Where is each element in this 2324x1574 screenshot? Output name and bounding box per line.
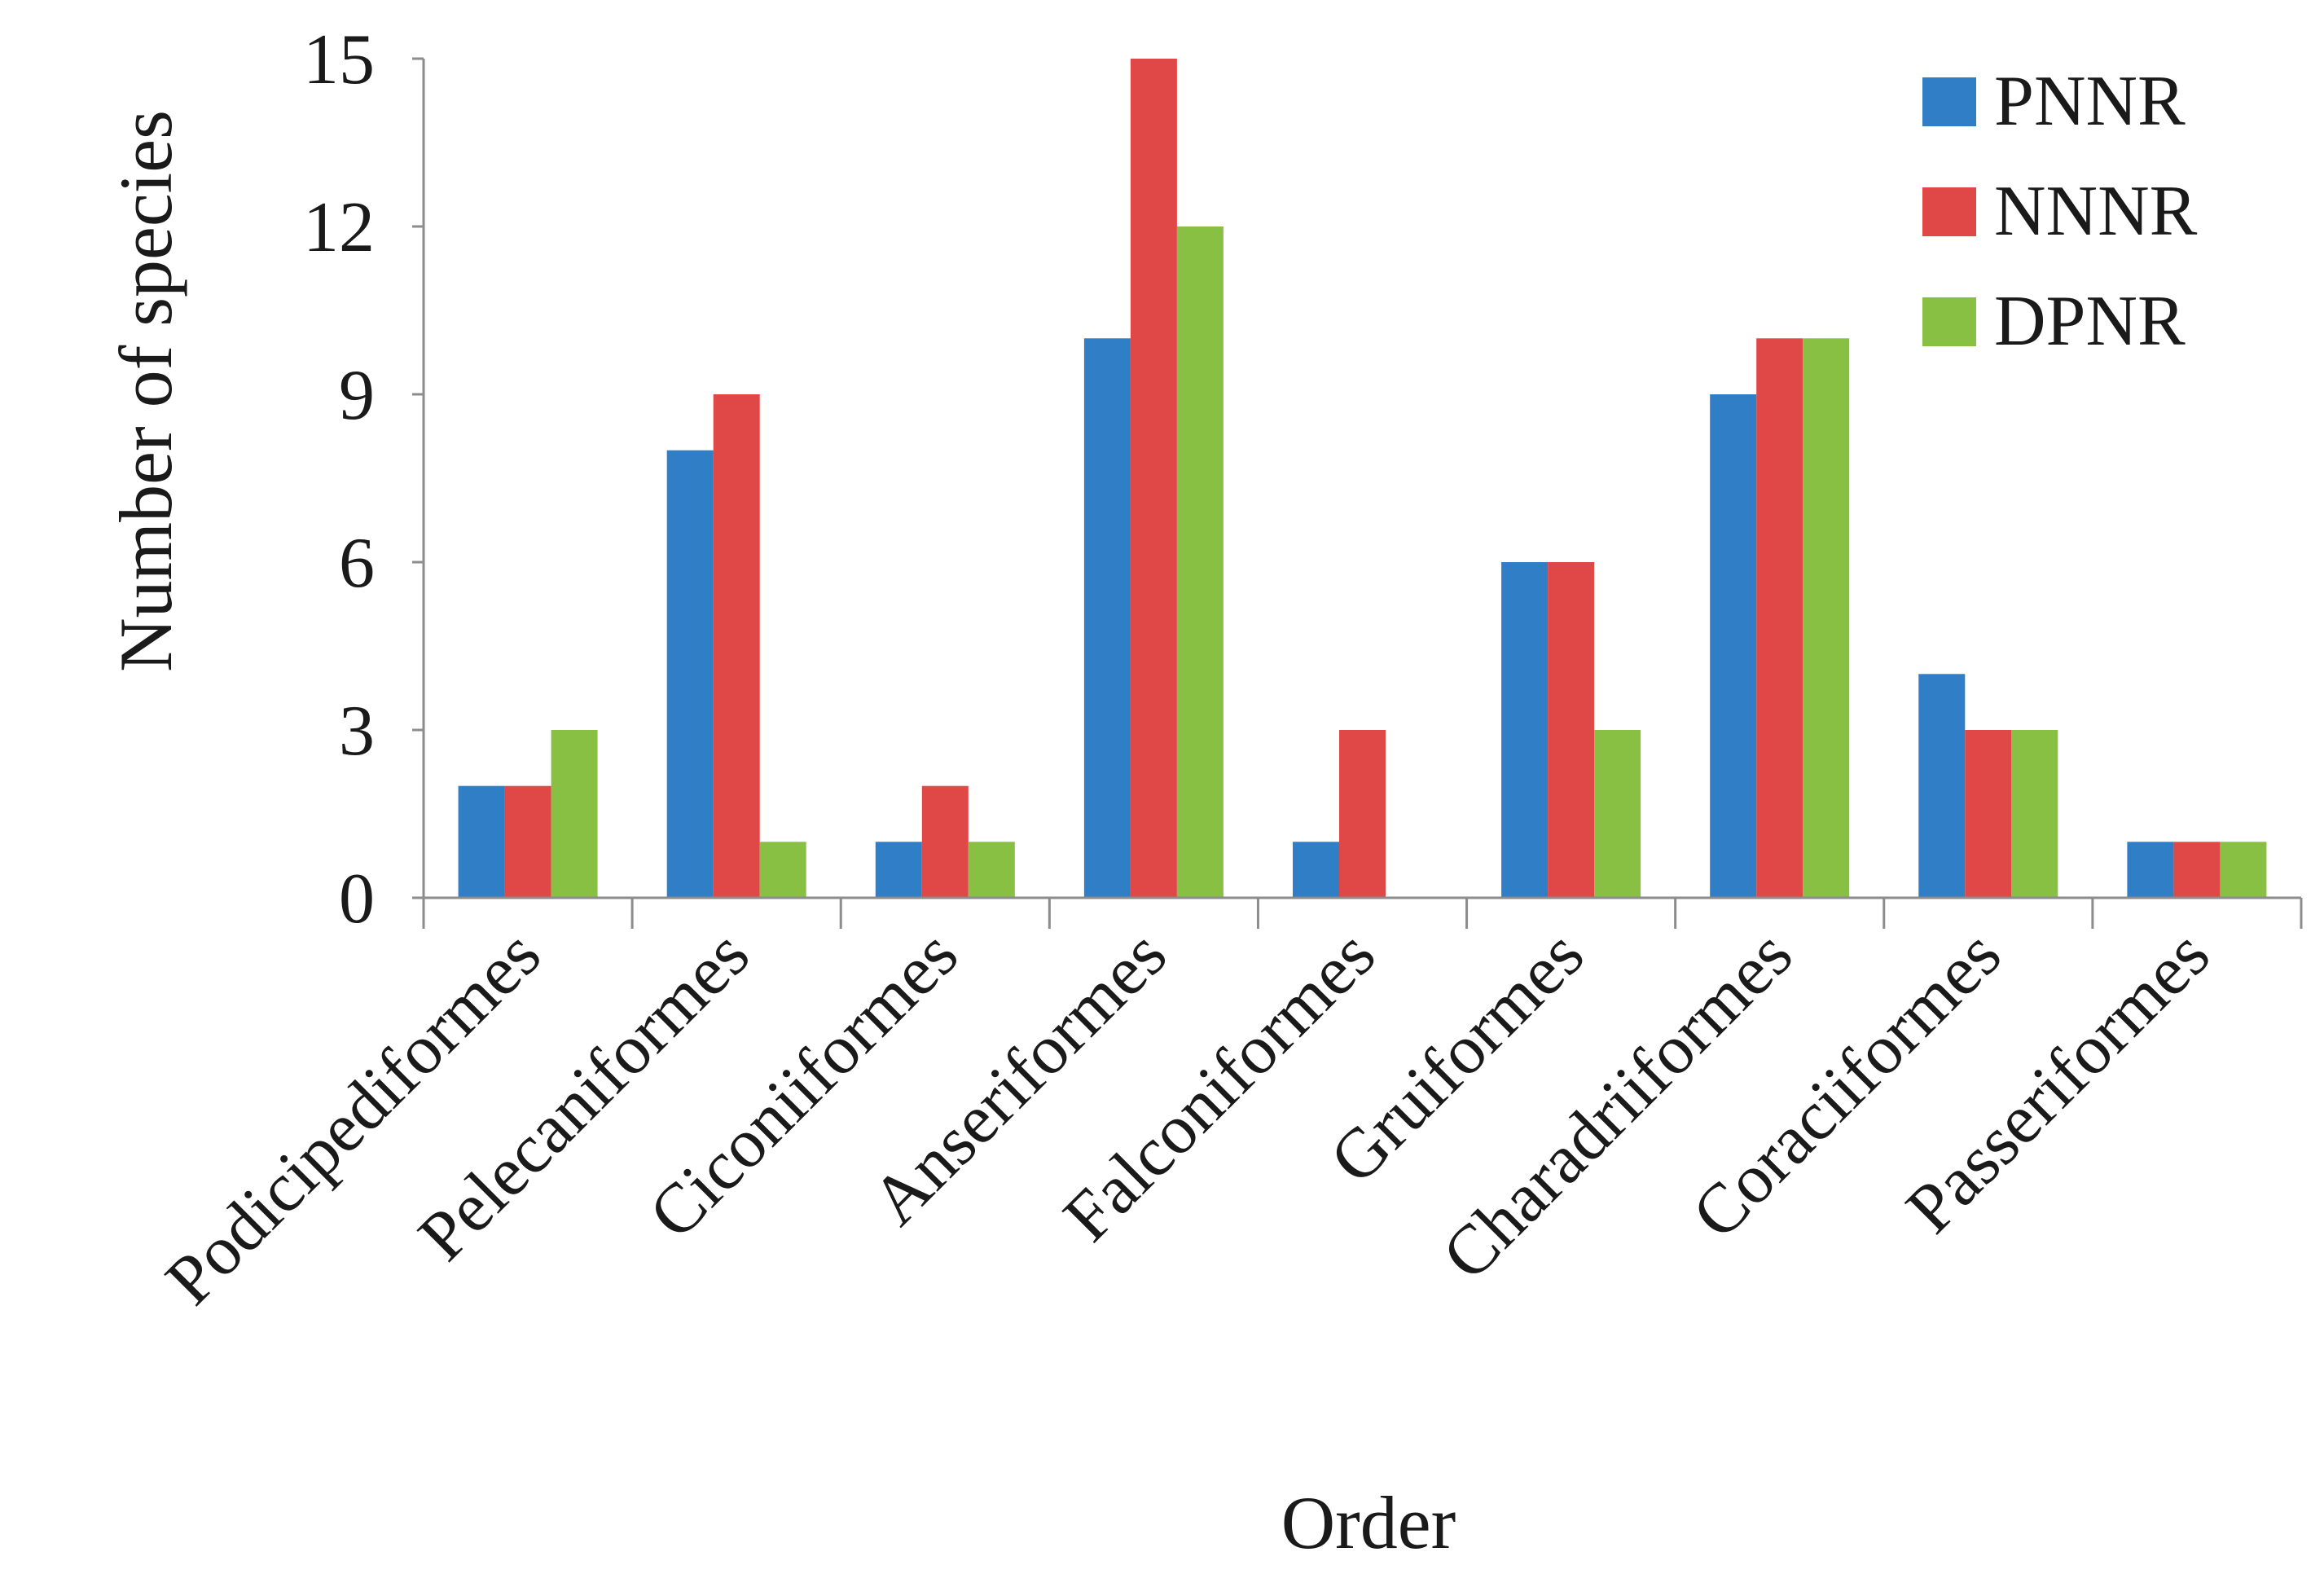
legend-swatch-pnnr bbox=[1922, 77, 1976, 126]
bar-pnnr-ciconiiformes bbox=[875, 842, 922, 898]
bar-pnnr-pelecaniformes bbox=[666, 450, 714, 898]
bar-dpnr-podicipediformes bbox=[551, 730, 598, 898]
y-tick-label: 6 bbox=[339, 524, 375, 603]
bar-nnnr-anseriformes bbox=[1130, 59, 1177, 898]
bar-pnnr-gruiformes bbox=[1501, 562, 1549, 898]
x-category-label: Podicipediformes bbox=[151, 915, 556, 1320]
bar-dpnr-pelecaniformes bbox=[759, 842, 806, 898]
x-axis-title: Order bbox=[1281, 1481, 1456, 1564]
y-tick-label: 9 bbox=[339, 356, 375, 435]
y-axis-title: Number of species bbox=[104, 110, 187, 672]
y-tick-labels: 0 3 6 9 12 15 bbox=[303, 20, 375, 939]
bar-nnnr-coraciiformes bbox=[1965, 730, 2012, 898]
y-tick-label: 3 bbox=[339, 692, 375, 771]
bar-nnnr-falconiformes bbox=[1339, 730, 1386, 898]
bar-dpnr-ciconiiformes bbox=[968, 842, 1015, 898]
legend-label-dpnr: DPNR bbox=[1994, 282, 2186, 361]
x-category-label: Charadriiformes bbox=[1427, 915, 1807, 1295]
bar-dpnr-coraciiformes bbox=[2011, 730, 2058, 898]
legend: PNNR NNNR DPNR bbox=[1922, 62, 2198, 361]
axes-group bbox=[412, 57, 2303, 929]
y-tick-label: 15 bbox=[303, 20, 375, 99]
y-tick-label: 0 bbox=[339, 860, 375, 939]
x-category-labels: PodicipediformesPelecaniformesCiconiifor… bbox=[151, 915, 2225, 1320]
bar-nnnr-gruiformes bbox=[1548, 562, 1595, 898]
bar-dpnr-anseriformes bbox=[1176, 226, 1224, 898]
legend-label-nnnr: NNNR bbox=[1994, 172, 2198, 251]
bar-pnnr-anseriformes bbox=[1083, 338, 1131, 898]
legend-swatch-dpnr bbox=[1922, 297, 1976, 346]
bar-nnnr-passeriformes bbox=[2173, 842, 2221, 898]
bar-pnnr-passeriformes bbox=[2127, 842, 2174, 898]
bar-dpnr-charadriiformes bbox=[1803, 338, 1850, 898]
bar-dpnr-gruiformes bbox=[1594, 730, 1641, 898]
bars-group bbox=[458, 59, 2267, 898]
bar-pnnr-coraciiformes bbox=[1918, 674, 1966, 898]
bar-nnnr-pelecaniformes bbox=[713, 394, 760, 898]
legend-swatch-nnnr bbox=[1922, 187, 1976, 236]
bar-pnnr-podicipediformes bbox=[458, 785, 505, 898]
bar-nnnr-charadriiformes bbox=[1756, 338, 1803, 898]
bar-dpnr-passeriformes bbox=[2220, 842, 2267, 898]
bar-pnnr-charadriiformes bbox=[1710, 394, 1757, 898]
bar-pnnr-falconiformes bbox=[1293, 842, 1339, 898]
y-tick-label: 12 bbox=[303, 188, 375, 267]
bar-nnnr-podicipediformes bbox=[504, 785, 551, 898]
bar-nnnr-ciconiiformes bbox=[921, 785, 969, 898]
legend-label-pnnr: PNNR bbox=[1994, 62, 2186, 141]
